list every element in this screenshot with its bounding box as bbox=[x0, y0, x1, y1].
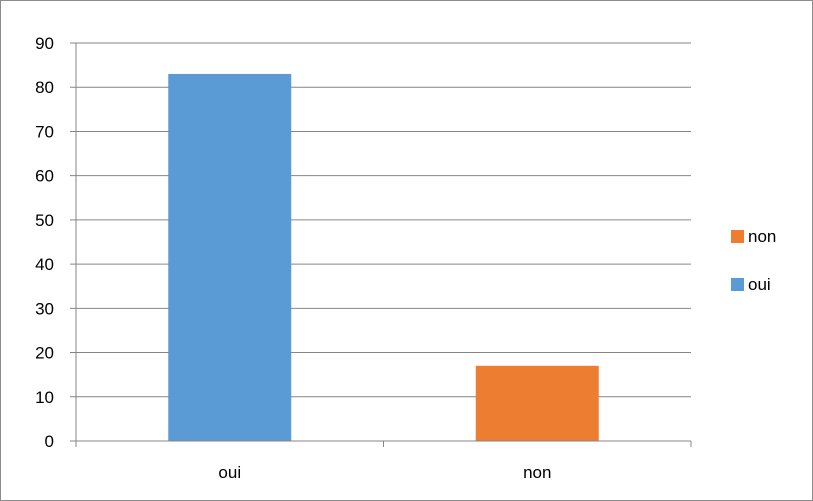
x-tick-label: oui bbox=[218, 463, 241, 482]
x-tick-label: non bbox=[523, 463, 551, 482]
bar-non bbox=[475, 365, 599, 441]
axes bbox=[70, 43, 692, 447]
y-tick-label: 50 bbox=[35, 211, 54, 230]
legend-swatch-non bbox=[731, 230, 744, 243]
y-tick-label: 80 bbox=[35, 78, 54, 97]
x-tick-labels: oui non bbox=[218, 463, 551, 482]
y-tick-label: 40 bbox=[35, 255, 54, 274]
bar-oui bbox=[168, 73, 292, 441]
legend-swatch-oui bbox=[731, 278, 744, 291]
legend: non oui bbox=[731, 227, 776, 294]
bars bbox=[168, 73, 599, 441]
y-tick-label: 0 bbox=[45, 432, 54, 451]
y-tick-label: 90 bbox=[35, 34, 54, 53]
y-tick-label: 70 bbox=[35, 122, 54, 141]
legend-label: non bbox=[748, 227, 776, 246]
y-tick-label: 30 bbox=[35, 299, 54, 318]
y-tick-label: 10 bbox=[35, 388, 54, 407]
y-tick-label: 60 bbox=[35, 167, 54, 186]
legend-label: oui bbox=[748, 275, 771, 294]
y-tick-label: 20 bbox=[35, 344, 54, 363]
gridlines bbox=[70, 42, 691, 398]
y-tick-labels: 0 10 20 30 40 50 60 70 80 90 bbox=[35, 34, 54, 451]
